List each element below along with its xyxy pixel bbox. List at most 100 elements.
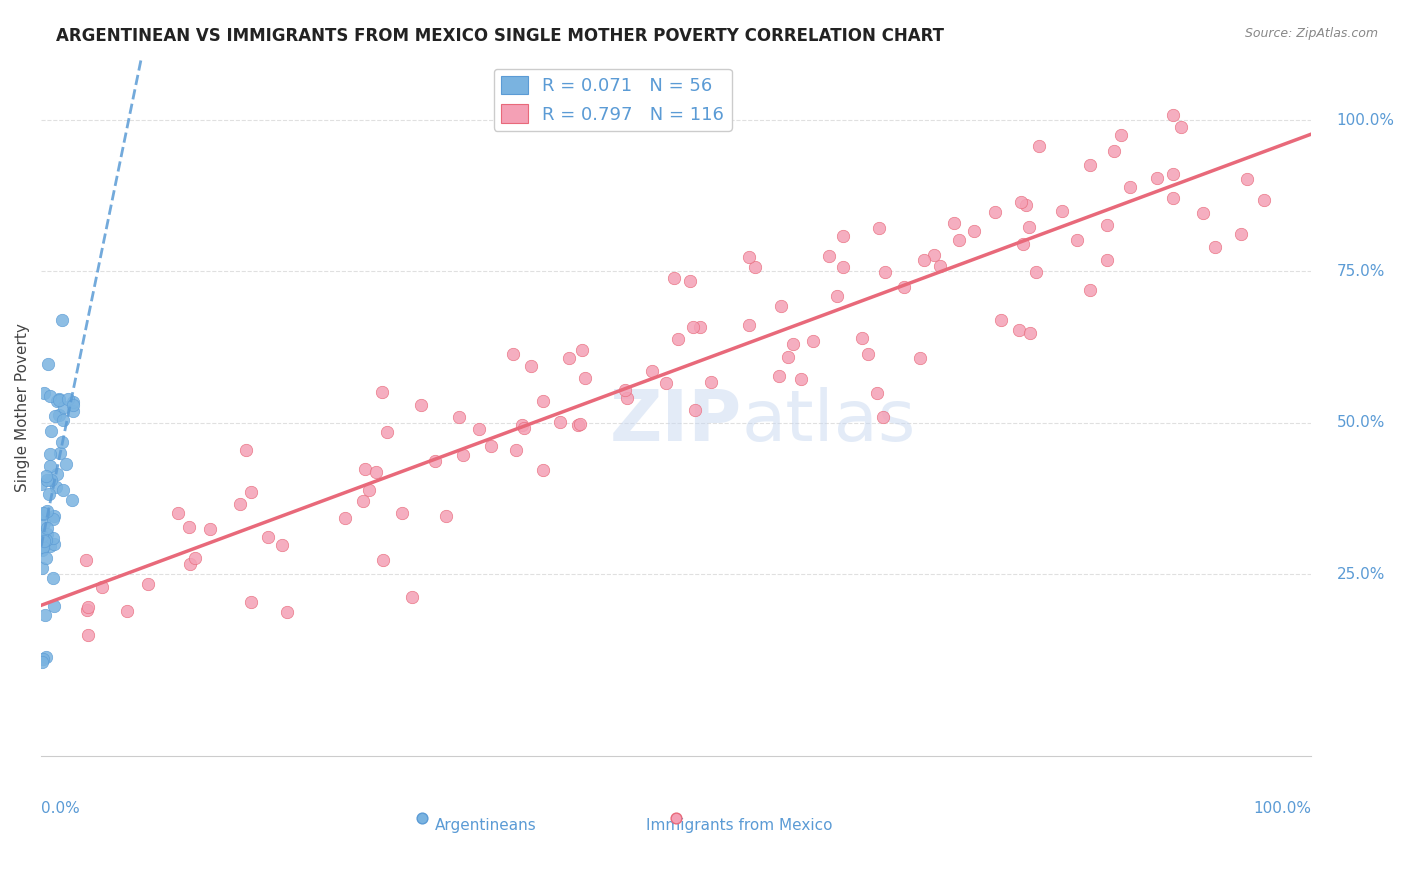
Point <box>1010 195 1032 210</box>
Point <box>60 493 83 508</box>
Point <box>364 466 387 480</box>
Point <box>352 493 374 508</box>
Point <box>48 392 70 406</box>
Text: Immigrants from Mexico: Immigrants from Mexico <box>647 818 832 833</box>
Point <box>1025 265 1047 279</box>
Point <box>76 603 98 617</box>
Point <box>35 526 58 541</box>
Point <box>52 413 75 427</box>
Point <box>768 369 790 384</box>
Point <box>77 600 100 615</box>
Point <box>371 552 394 566</box>
Point <box>411 772 433 787</box>
Point <box>1050 203 1073 218</box>
Point <box>873 264 896 278</box>
Point <box>42 531 65 545</box>
Point <box>948 233 970 247</box>
Point <box>31 543 53 558</box>
Point <box>46 394 69 409</box>
Point <box>39 424 62 438</box>
Point <box>411 398 433 412</box>
Point <box>574 371 596 385</box>
Legend: R = 0.071   N = 56, R = 0.797   N = 116: R = 0.071 N = 56, R = 0.797 N = 116 <box>494 69 731 131</box>
Point <box>665 772 688 787</box>
Point <box>831 229 853 244</box>
Point <box>62 395 84 409</box>
Point <box>166 506 188 520</box>
Point <box>679 274 702 288</box>
Point <box>34 516 56 530</box>
Point <box>333 511 356 525</box>
Point <box>184 551 207 566</box>
Point <box>984 205 1007 219</box>
Point <box>37 504 59 518</box>
Point <box>45 480 67 494</box>
Point <box>42 599 65 613</box>
Point <box>963 224 986 238</box>
Point <box>276 605 298 619</box>
Point <box>782 337 804 351</box>
Text: atlas: atlas <box>741 387 915 456</box>
Point <box>738 318 761 332</box>
Point <box>548 415 571 429</box>
Point <box>1191 205 1213 219</box>
Point <box>801 334 824 348</box>
Point <box>42 512 65 526</box>
Point <box>39 539 62 553</box>
Point <box>257 530 280 544</box>
Point <box>908 351 931 365</box>
Point <box>44 536 66 550</box>
Point <box>34 650 56 665</box>
Point <box>449 410 471 425</box>
Point <box>42 509 65 524</box>
Point <box>616 392 638 406</box>
Point <box>1018 219 1040 234</box>
Point <box>32 651 55 665</box>
Point <box>30 527 52 541</box>
Point <box>31 655 53 669</box>
Point <box>357 483 380 498</box>
Text: 25.0%: 25.0% <box>1337 566 1385 582</box>
Point <box>1146 171 1168 186</box>
Point <box>51 313 73 327</box>
Point <box>39 389 62 403</box>
Point <box>641 364 664 378</box>
Point <box>37 357 59 371</box>
Point <box>235 442 257 457</box>
Point <box>115 604 138 618</box>
Point <box>1095 219 1118 233</box>
Point <box>1012 237 1035 252</box>
Point <box>32 385 55 400</box>
Point <box>34 550 56 565</box>
Point <box>37 521 59 535</box>
Point <box>198 522 221 536</box>
Point <box>990 313 1012 327</box>
Point <box>929 259 952 273</box>
Point <box>31 541 53 555</box>
Point <box>75 553 97 567</box>
Point <box>39 458 62 473</box>
Point <box>48 408 70 422</box>
Point <box>38 486 60 500</box>
Point <box>769 299 792 313</box>
Point <box>31 529 53 543</box>
Point <box>52 401 75 415</box>
Point <box>502 346 524 360</box>
Point <box>42 571 65 585</box>
Point <box>34 607 56 622</box>
Point <box>179 520 201 534</box>
Point <box>868 221 890 235</box>
Point <box>31 561 53 575</box>
Point <box>35 533 58 547</box>
Text: 0.0%: 0.0% <box>41 801 80 816</box>
Point <box>1119 180 1142 194</box>
Point <box>512 421 534 435</box>
Text: 75.0%: 75.0% <box>1337 264 1385 279</box>
Point <box>51 435 73 450</box>
Point <box>510 417 533 432</box>
Point <box>52 483 75 497</box>
Point <box>682 320 704 334</box>
Point <box>30 477 52 491</box>
Point <box>1204 240 1226 254</box>
Point <box>1008 323 1031 337</box>
